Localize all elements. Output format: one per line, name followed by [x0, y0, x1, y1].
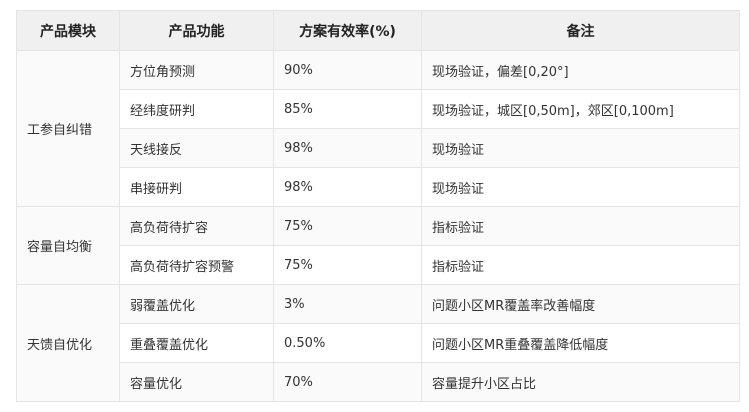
- note-cell: 指标验证: [421, 206, 740, 246]
- function-cell: 重叠覆盖优化: [119, 323, 274, 363]
- rate-cell: 75%: [273, 206, 422, 246]
- header-row: 产品模块 产品功能 方案有效率(%) 备注: [16, 10, 740, 51]
- function-cell: 天线接反: [119, 128, 274, 168]
- rate-cell: 0.50%: [273, 323, 422, 363]
- module-cell: 容量自均衡: [16, 206, 120, 285]
- product-efficiency-table: 产品模块 产品功能 方案有效率(%) 备注 工参自纠错 方位角预测 90% 现场验证，…: [16, 10, 740, 402]
- table-row: 高负荷待扩容预警 75% 指标验证: [17, 245, 740, 285]
- function-cell: 弱覆盖优化: [119, 284, 274, 324]
- table-row: 工参自纠错 方位角预测 90% 现场验证，偏差[0,20°]: [16, 50, 740, 207]
- note-cell: 容量提升小区占比: [421, 362, 740, 402]
- function-cell: 方位角预测: [119, 50, 274, 90]
- module-cell: 天馈自优化: [16, 284, 120, 402]
- table-row: 经纬度研判 85% 现场验证，城区[0,50m]，郊区[0,100m]: [17, 89, 740, 129]
- function-cell: 经纬度研判: [119, 89, 274, 129]
- rate-cell: 85%: [273, 89, 422, 129]
- note-cell: 现场验证: [421, 128, 740, 168]
- rate-cell: 98%: [273, 167, 422, 207]
- header-function: 产品功能: [119, 10, 274, 51]
- function-cell: 高负荷待扩容: [119, 206, 274, 246]
- header-module: 产品模块: [16, 10, 120, 51]
- header-rate: 方案有效率(%): [273, 10, 422, 51]
- table-row: 天线接反 98% 现场验证: [17, 128, 740, 168]
- header-note: 备注: [421, 10, 740, 51]
- note-cell: 指标验证: [421, 245, 740, 285]
- function-cell: 高负荷待扩容预警: [119, 245, 274, 285]
- table-row: 容量自均衡 高负荷待扩容 75% 指标验证: [16, 206, 740, 285]
- rate-cell: 75%: [273, 245, 422, 285]
- module-cell: 工参自纠错: [16, 50, 120, 207]
- rate-cell: 98%: [273, 128, 422, 168]
- rate-cell: 70%: [273, 362, 422, 402]
- rate-cell: 3%: [273, 284, 422, 324]
- rate-cell: 90%: [273, 50, 422, 90]
- table-row: 容量优化 70% 容量提升小区占比: [17, 362, 740, 402]
- note-cell: 现场验证，偏差[0,20°]: [421, 50, 740, 90]
- table-row: 天馈自优化 弱覆盖优化 3% 问题小区MR覆盖率改善幅度: [16, 284, 740, 402]
- note-cell: 现场验证: [421, 167, 740, 207]
- note-cell: 问题小区MR重叠覆盖降低幅度: [421, 323, 740, 363]
- table-row: 串接研判 98% 现场验证: [17, 167, 740, 207]
- table-row: 重叠覆盖优化 0.50% 问题小区MR重叠覆盖降低幅度: [17, 323, 740, 363]
- function-cell: 串接研判: [119, 167, 274, 207]
- note-cell: 问题小区MR覆盖率改善幅度: [421, 284, 740, 324]
- function-cell: 容量优化: [119, 362, 274, 402]
- note-cell: 现场验证，城区[0,50m]，郊区[0,100m]: [421, 89, 740, 129]
